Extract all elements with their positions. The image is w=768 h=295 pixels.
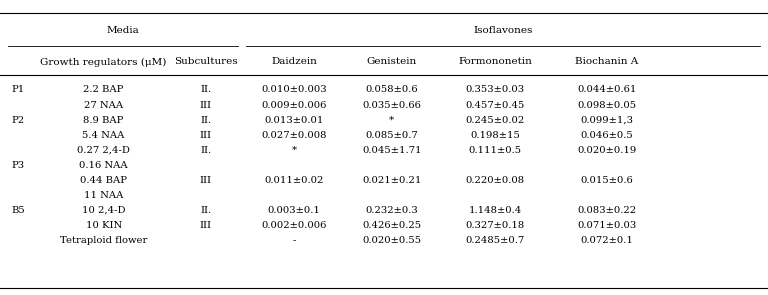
Text: 0.327±0.18: 0.327±0.18	[465, 221, 525, 230]
Text: 0.245±0.02: 0.245±0.02	[465, 116, 525, 124]
Text: III: III	[200, 176, 212, 185]
Text: 0.353±0.03: 0.353±0.03	[466, 86, 525, 94]
Text: Formononetin: Formononetin	[458, 58, 532, 66]
Text: 8.9 BAP: 8.9 BAP	[84, 116, 124, 124]
Text: Daidzein: Daidzein	[271, 58, 317, 66]
Text: 10 2,4-D: 10 2,4-D	[82, 206, 125, 215]
Text: B5: B5	[12, 206, 25, 215]
Text: 2.2 BAP: 2.2 BAP	[84, 86, 124, 94]
Text: 0.16 NAA: 0.16 NAA	[79, 161, 128, 170]
Text: 0.044±0.61: 0.044±0.61	[577, 86, 637, 94]
Text: *: *	[292, 146, 296, 155]
Text: 0.020±0.19: 0.020±0.19	[577, 146, 637, 155]
Text: II.: II.	[200, 206, 211, 215]
Text: 0.035±0.66: 0.035±0.66	[362, 101, 421, 109]
Text: 0.046±0.5: 0.046±0.5	[581, 131, 633, 140]
Text: Genistein: Genistein	[366, 58, 417, 66]
Text: 0.072±0.1: 0.072±0.1	[581, 236, 633, 245]
Text: 0.099±1,3: 0.099±1,3	[580, 116, 634, 124]
Text: 0.457±0.45: 0.457±0.45	[465, 101, 525, 109]
Text: 0.232±0.3: 0.232±0.3	[366, 206, 418, 215]
Text: 0.2485±0.7: 0.2485±0.7	[465, 236, 525, 245]
Text: 0.220±0.08: 0.220±0.08	[466, 176, 525, 185]
Text: 0.083±0.22: 0.083±0.22	[578, 206, 636, 215]
Text: 0.198±15: 0.198±15	[471, 131, 520, 140]
Text: 0.085±0.7: 0.085±0.7	[366, 131, 418, 140]
Text: 0.013±0.01: 0.013±0.01	[264, 116, 324, 124]
Text: II.: II.	[200, 86, 211, 94]
Text: 11 NAA: 11 NAA	[84, 191, 124, 200]
Text: 0.071±0.03: 0.071±0.03	[577, 221, 637, 230]
Text: III: III	[200, 101, 212, 109]
Text: 1.148±0.4: 1.148±0.4	[468, 206, 522, 215]
Text: *: *	[389, 116, 394, 124]
Text: Isoflavones: Isoflavones	[473, 27, 533, 35]
Text: Media: Media	[107, 27, 139, 35]
Text: 0.44 BAP: 0.44 BAP	[80, 176, 127, 185]
Text: Tetraploid flower: Tetraploid flower	[60, 236, 147, 245]
Text: 0.002±0.006: 0.002±0.006	[261, 221, 327, 230]
Text: 0.045±1.71: 0.045±1.71	[362, 146, 422, 155]
Text: 0.021±0.21: 0.021±0.21	[362, 176, 422, 185]
Text: P3: P3	[12, 161, 25, 170]
Text: 0.015±0.6: 0.015±0.6	[581, 176, 633, 185]
Text: 0.011±0.02: 0.011±0.02	[264, 176, 324, 185]
Text: 0.426±0.25: 0.426±0.25	[362, 221, 421, 230]
Text: 0.027±0.008: 0.027±0.008	[261, 131, 327, 140]
Text: P1: P1	[12, 86, 25, 94]
Text: 0.020±0.55: 0.020±0.55	[362, 236, 421, 245]
Text: 0.058±0.6: 0.058±0.6	[366, 86, 418, 94]
Text: Subcultures: Subcultures	[174, 58, 237, 66]
Text: Biochanin A: Biochanin A	[575, 58, 638, 66]
Text: 0.098±0.05: 0.098±0.05	[578, 101, 636, 109]
Text: 0.009±0.006: 0.009±0.006	[261, 101, 327, 109]
Text: -: -	[293, 236, 296, 245]
Text: 0.111±0.5: 0.111±0.5	[468, 146, 522, 155]
Text: III: III	[200, 131, 212, 140]
Text: III: III	[200, 221, 212, 230]
Text: II.: II.	[200, 146, 211, 155]
Text: 0.010±0.003: 0.010±0.003	[261, 86, 327, 94]
Text: 27 NAA: 27 NAA	[84, 101, 123, 109]
Text: 5.4 NAA: 5.4 NAA	[82, 131, 125, 140]
Text: 0.27 2,4-D: 0.27 2,4-D	[78, 146, 130, 155]
Text: II.: II.	[200, 116, 211, 124]
Text: P2: P2	[12, 116, 25, 124]
Text: 10 KIN: 10 KIN	[85, 221, 122, 230]
Text: Growth regulators (μM): Growth regulators (μM)	[41, 58, 167, 66]
Text: 0.003±0.1: 0.003±0.1	[268, 206, 320, 215]
